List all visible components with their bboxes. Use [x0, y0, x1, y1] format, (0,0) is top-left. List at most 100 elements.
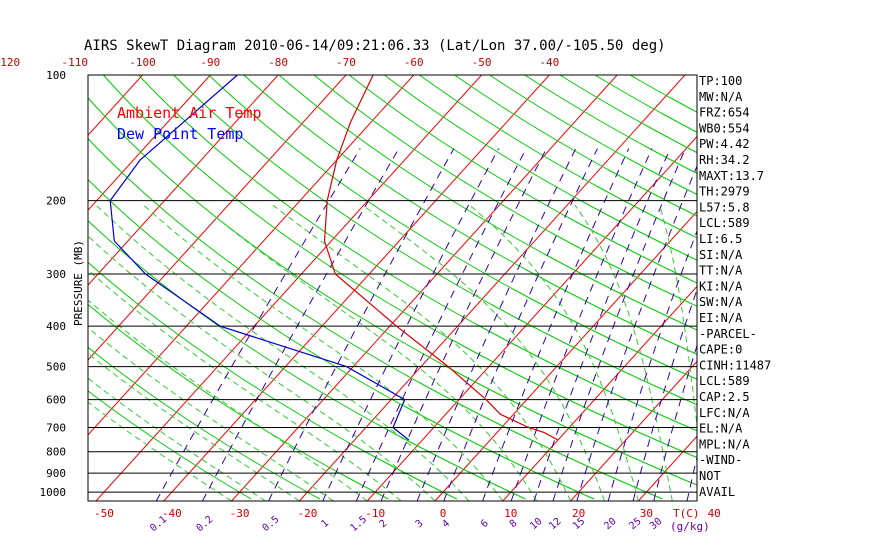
dry-adiabat-line [489, 75, 697, 196]
index-label: MPL:N/A [699, 437, 750, 451]
mixing-ratio-tick-label: 3 [414, 518, 426, 530]
index-label: FRZ:654 [699, 106, 750, 120]
chart-title: AIRS SkewT Diagram 2010-06-14/09:21:06.3… [84, 38, 666, 54]
isotherm-line [95, 75, 482, 501]
mixing-ratio-tick-label: 4 [440, 518, 452, 530]
dry-adiabat-line [384, 75, 697, 261]
bottom-temp-tick-label: 20 [572, 507, 585, 520]
index-label: CAP:2.5 [699, 390, 750, 404]
legend-dew-point: Dew Point Temp [117, 125, 243, 143]
mixing-ratio-tick-label: 0.5 [261, 514, 282, 534]
bottom-temp-tick-label: -20 [297, 507, 317, 520]
bottom-temp-tick-label: 30 [640, 507, 653, 520]
dry-adiabat-line [243, 75, 697, 355]
index-label: KI:N/A [699, 279, 743, 293]
index-label: MAXT:13.7 [699, 169, 764, 183]
dry-adiabat-line [278, 75, 697, 331]
top-temperature-ticks: -120 -110 -100 -90 -80 -70 -60 -50 -40 [0, 56, 559, 69]
index-label: LCL:589 [699, 374, 750, 388]
pressure-tick-label: 1000 [40, 486, 67, 499]
index-label: -WIND- [699, 453, 742, 467]
mixing-ratio-tick-label: 1 [319, 518, 331, 530]
mixing-ratio-line [155, 148, 361, 501]
pressure-tick-label: 600 [46, 394, 66, 407]
dry-adiabat-line [88, 303, 389, 500]
pressure-tick-label: 700 [46, 422, 66, 435]
dry-adiabat-line [629, 75, 697, 113]
isotherm-line [638, 435, 697, 501]
mixing-ratio-tick-label: 12 [547, 516, 563, 532]
mixing-ratio-tick-label: 2 [378, 518, 390, 530]
dry-adiabat-line [419, 75, 697, 239]
index-label: CAPE:0 [699, 343, 742, 357]
dry-adiabat-line [88, 346, 321, 500]
top-temp-tick-label: -90 [200, 56, 220, 69]
moist-adiabat-line [95, 204, 470, 501]
top-temp-tick-label: -60 [404, 56, 424, 69]
dry-adiabat-line [559, 75, 697, 154]
mixing-ratio-line [533, 148, 671, 501]
moist-adiabat-line [469, 204, 639, 501]
index-label: WB0:554 [699, 121, 750, 135]
index-label: SW:N/A [699, 295, 743, 309]
bottom-temp-tick-label: -10 [365, 507, 385, 520]
moist-adiabat-line [659, 204, 697, 430]
dry-adiabat-line [348, 75, 697, 284]
dew-point-profile-line [109, 75, 410, 441]
dry-adiabat-line [173, 75, 697, 406]
isotherm-line [774, 75, 870, 501]
index-label: -PARCEL- [699, 327, 757, 341]
temp-unit-label: T(C) [673, 507, 700, 520]
mixing-unit-label: (g/kg) [670, 520, 710, 533]
mixing-ratio-tick-label: 20 [602, 516, 618, 532]
dry-adiabat-line [138, 75, 697, 432]
isotherm-line [88, 75, 415, 436]
index-label: LI:6.5 [699, 232, 742, 246]
index-label: PW:4.42 [699, 137, 750, 151]
index-label: L57:5.8 [699, 200, 750, 214]
top-temp-tick-label: -80 [268, 56, 288, 69]
pressure-tick-label: 800 [46, 446, 66, 459]
index-label: LCL:589 [699, 216, 750, 230]
dry-adiabat-line [524, 75, 697, 174]
moist-adiabat-line [143, 204, 504, 501]
moist-adiabat-line [88, 299, 368, 501]
isotherm-line [0, 75, 75, 501]
index-label: NOT [699, 469, 721, 483]
mixing-ratio-line [552, 148, 686, 501]
mixing-ratio-line [443, 148, 598, 501]
top-temp-tick-label: -70 [336, 56, 356, 69]
pressure-tick-label: 100 [46, 69, 66, 82]
dry-adiabat-line [88, 220, 526, 500]
moist-adiabat-line [88, 401, 232, 501]
pressure-axis-labels: 100 200 300 400 500 600 700 800 900 1000 [40, 69, 67, 499]
top-temp-tick-label: -50 [472, 56, 492, 69]
bottom-temperature-ticks: -50 -40 -30 -20 -10 0 10 20 30 40 [94, 507, 721, 520]
y-axis-label: PRESSURE (MB) [72, 240, 85, 326]
isotherm-line [842, 75, 870, 501]
top-temp-tick-label: -110 [61, 56, 88, 69]
top-temp-tick-label: -100 [129, 56, 156, 69]
mixing-ratio-line [380, 148, 547, 501]
mixing-ratio-line [355, 148, 527, 501]
dry-adiabat-line [208, 75, 697, 380]
dry-adiabat-line [454, 75, 697, 217]
moist-adiabat-line [88, 377, 266, 501]
index-label: SI:N/A [699, 248, 743, 262]
moist-adiabat-line [362, 204, 605, 501]
top-temp-tick-label: -40 [539, 56, 559, 69]
isotherm-line [0, 75, 7, 501]
bottom-temp-tick-label: 40 [708, 507, 721, 520]
moist-adiabat-line [272, 204, 572, 501]
index-label: TT:N/A [699, 264, 743, 278]
pressure-tick-label: 900 [46, 467, 66, 480]
index-label: LFC:N/A [699, 406, 750, 420]
dry-adiabat-line [88, 261, 458, 500]
mixing-ratio-tick-label: 8 [508, 518, 520, 530]
pressure-tick-label: 300 [46, 268, 66, 281]
isotherm-line [299, 75, 686, 501]
pressure-tick-label: 500 [46, 361, 66, 374]
plot-frame [87, 74, 698, 502]
